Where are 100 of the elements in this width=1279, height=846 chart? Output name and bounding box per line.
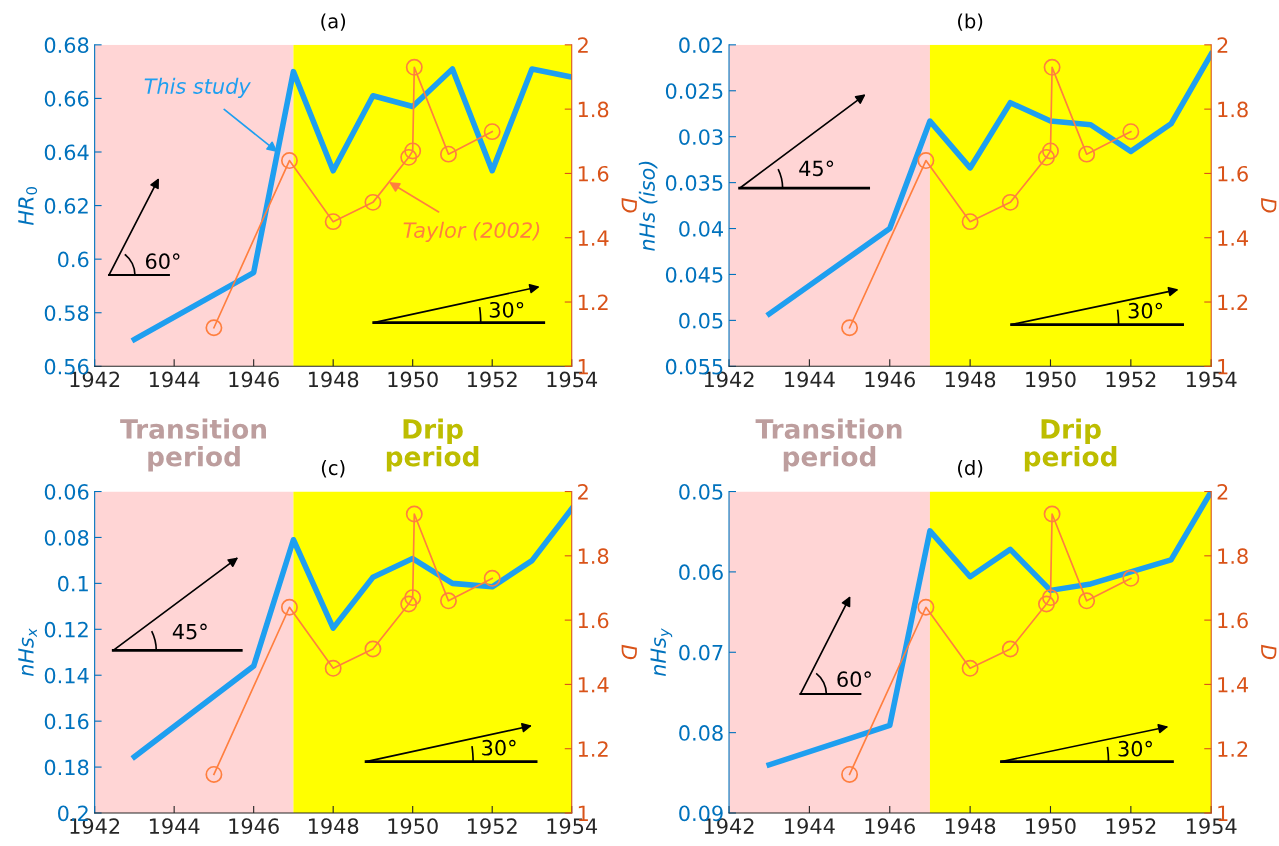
point [364,640,382,658]
y2-tick-label: 1.8 [1218,101,1248,118]
y2-axis-title: D [1261,198,1277,213]
x-tick-label: 1950 [388,371,438,388]
y-tick-label: 0.045 [665,266,723,283]
y-axis-title: nHs$_{x}$ [18,628,37,677]
x-tick-label: 1952 [1106,818,1156,834]
point [1042,142,1059,160]
x-tick-label: 1944 [149,371,200,388]
y2-tick-label: 2 [1217,483,1228,500]
y2-tick-label: 1.4 [1218,230,1249,246]
y-tick-label: 0.08 [44,529,89,546]
legend-label: Taylor (2002) [403,221,540,243]
y2-tick-label: 1.4 [578,230,609,246]
band-label: Transition period [755,418,902,472]
chart-title: (a) [321,13,346,31]
point [917,598,935,616]
point [917,152,935,170]
point [439,592,457,610]
series-label: This study [144,77,251,98]
annotation: 30° [489,301,524,318]
y2-tick-label: 1.4 [578,677,609,693]
point [1122,569,1140,587]
y2-tick-label: 2 [1217,37,1228,53]
y-tick-label: 0.06 [679,564,723,581]
y2-axis-title: D [621,198,637,213]
point [841,319,859,337]
y-tick-label: 0.6 [58,251,89,268]
point [400,595,418,613]
y2-tick-label: 2 [578,483,588,500]
point [400,148,418,166]
x-tick-label: 1948 [945,818,996,834]
y-tick-label: 0.14 [44,667,89,684]
y2-axis-title: D [621,644,637,660]
x-tick-label: 1946 [865,371,915,388]
band-label: Transition period [120,418,266,472]
y2-tick-label: 1.8 [578,548,609,565]
y-axis-title: nHs$_{y}$ [650,628,673,677]
y2-tick-label: 1.8 [1218,548,1248,565]
y-tick-label: 0.08 [679,725,723,741]
point [841,765,859,783]
y2-tick-label: 1.6 [578,612,609,629]
point [404,589,422,607]
x-tick-label: 1946 [229,818,279,834]
point [1001,640,1019,658]
y-tick-label: 0.64 [44,144,89,161]
point [1037,595,1055,613]
x-tick-label: 1948 [308,371,359,388]
annotation: 45° [799,160,834,177]
x-tick-label: 1952 [1106,371,1156,388]
point [1078,592,1096,610]
chart-title: (d) [958,460,983,478]
y-tick-label: 0.03 [679,129,723,145]
x-tick-label: 1948 [945,371,996,388]
y2-tick-label: 1.6 [1218,165,1248,182]
y2-tick-label: 1.2 [1218,294,1248,310]
point [1001,193,1019,211]
y-tick-label: 0.02 [679,37,723,54]
point [404,142,422,160]
y-tick-label: 0.1 [58,575,88,592]
y2-tick-label: 1.2 [578,294,608,310]
x-tick-label: 1952 [467,818,517,834]
annotation: 45° [172,623,207,640]
y-axis-title: nHs (iso) [638,161,658,251]
y-tick-label: 0.06 [44,483,89,500]
annotation: 60° [837,671,871,688]
y-tick-label: 0.05 [679,312,723,329]
point [405,58,423,76]
point [280,152,298,170]
point [364,193,382,211]
point [1042,589,1059,607]
point [483,123,501,141]
x-tick-label: 1944 [785,371,835,388]
x-tick-label: 1950 [1026,371,1076,388]
x-tick-label: 1952 [467,371,517,388]
y-tick-label: 0.04 [679,220,723,237]
x-tick-label: 1944 [149,818,200,834]
point [1037,148,1055,166]
y2-tick-label: 1.6 [1218,612,1248,629]
y-tick-label: 0.12 [44,621,88,638]
band-label: Drip period [1024,418,1117,472]
x-tick-label: 1946 [865,818,915,834]
y2-tick-label: 1.6 [578,165,609,182]
band-label: Drip period [386,418,479,472]
y2-tick-label: 2 [578,37,588,53]
y-tick-label: 0.05 [679,483,723,500]
y2-axis-title: D [1261,644,1277,660]
point [483,569,501,587]
chart-title: (b) [958,13,983,31]
y-tick-label: 0.62 [44,198,88,214]
point [405,505,423,523]
y-tick-label: 0.035 [665,175,723,191]
point [324,659,342,677]
y-axis-title: HR$_{0}$ [18,187,38,226]
y-tick-label: 0.025 [665,83,723,99]
point [1078,145,1096,163]
y-tick-label: 0.16 [44,713,89,730]
y2-tick-label: 1.2 [578,741,608,757]
y-tick-label: 0.18 [44,759,89,776]
point [1043,58,1061,76]
